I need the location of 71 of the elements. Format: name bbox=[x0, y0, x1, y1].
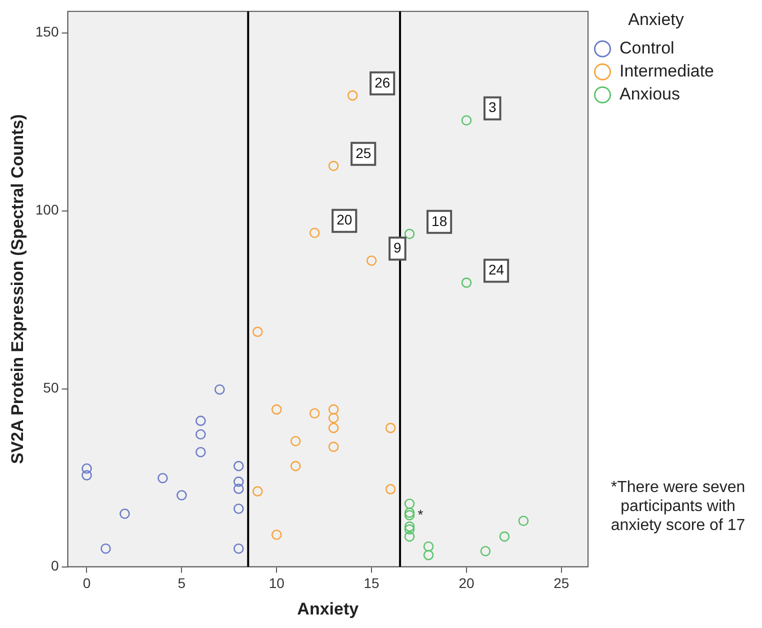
point bbox=[196, 447, 206, 458]
point bbox=[233, 476, 244, 487]
legend-label: Intermediate bbox=[620, 62, 714, 81]
point bbox=[461, 115, 472, 126]
point bbox=[214, 384, 225, 395]
point bbox=[423, 550, 434, 560]
point bbox=[233, 484, 244, 494]
point bbox=[404, 524, 415, 535]
point bbox=[328, 404, 339, 415]
point bbox=[328, 412, 339, 424]
point bbox=[423, 541, 434, 552]
point bbox=[328, 160, 339, 172]
x-tick-label: 15 bbox=[364, 575, 380, 592]
y-tick-label: 50 bbox=[43, 380, 59, 396]
point bbox=[233, 504, 244, 514]
point bbox=[252, 326, 263, 337]
annotation: 9 bbox=[394, 239, 402, 256]
point bbox=[385, 484, 396, 494]
point bbox=[404, 228, 415, 240]
point bbox=[100, 543, 111, 554]
point bbox=[499, 531, 510, 542]
x-tick-label: 0 bbox=[82, 575, 91, 592]
point bbox=[82, 463, 92, 474]
text: *There were seven participants with anxiety score of 17 bbox=[610, 478, 746, 535]
point bbox=[404, 510, 415, 520]
y-axis-title: SV2A Protein Expression (Spectral Counts) bbox=[8, 114, 27, 464]
point bbox=[158, 473, 168, 484]
point bbox=[328, 442, 339, 452]
legend-label: Anxious bbox=[620, 84, 680, 104]
annotation: 26 bbox=[374, 74, 390, 90]
point bbox=[328, 422, 339, 434]
y-tick-label: 150 bbox=[35, 24, 59, 40]
point bbox=[290, 436, 301, 446]
point bbox=[271, 404, 282, 415]
y-tick-label: 100 bbox=[35, 202, 59, 218]
legend-label: Control bbox=[620, 38, 674, 58]
point bbox=[196, 416, 206, 426]
point bbox=[404, 531, 415, 542]
point bbox=[404, 521, 415, 532]
x-tick-label: 5 bbox=[178, 575, 186, 592]
x-axis-title: Anxiety bbox=[297, 599, 360, 618]
point bbox=[233, 543, 244, 554]
point bbox=[252, 486, 263, 496]
point bbox=[461, 278, 472, 288]
legend-title: Anxiety bbox=[628, 10, 684, 30]
point bbox=[120, 508, 130, 519]
annotation: 18 bbox=[432, 212, 448, 229]
point bbox=[404, 498, 415, 509]
point bbox=[309, 228, 320, 238]
point bbox=[176, 490, 187, 500]
point bbox=[271, 530, 282, 540]
x-tick-label: 25 bbox=[554, 575, 570, 592]
point bbox=[309, 408, 320, 419]
annotation: 20 bbox=[336, 212, 352, 228]
annotation: 3 bbox=[488, 99, 496, 116]
point bbox=[290, 460, 301, 472]
point bbox=[385, 422, 396, 434]
annotation: 24 bbox=[488, 262, 504, 278]
point bbox=[82, 470, 92, 480]
point bbox=[347, 90, 358, 101]
point bbox=[366, 255, 377, 266]
point bbox=[518, 516, 529, 526]
y-tick-label: 0 bbox=[50, 558, 59, 574]
point bbox=[233, 460, 244, 472]
x-tick-label: 10 bbox=[268, 575, 285, 592]
annotation: * bbox=[418, 506, 424, 523]
point bbox=[480, 546, 491, 556]
point bbox=[404, 508, 415, 518]
annotation: 25 bbox=[356, 144, 372, 161]
x-tick-label: 20 bbox=[458, 575, 474, 592]
point bbox=[196, 429, 206, 440]
